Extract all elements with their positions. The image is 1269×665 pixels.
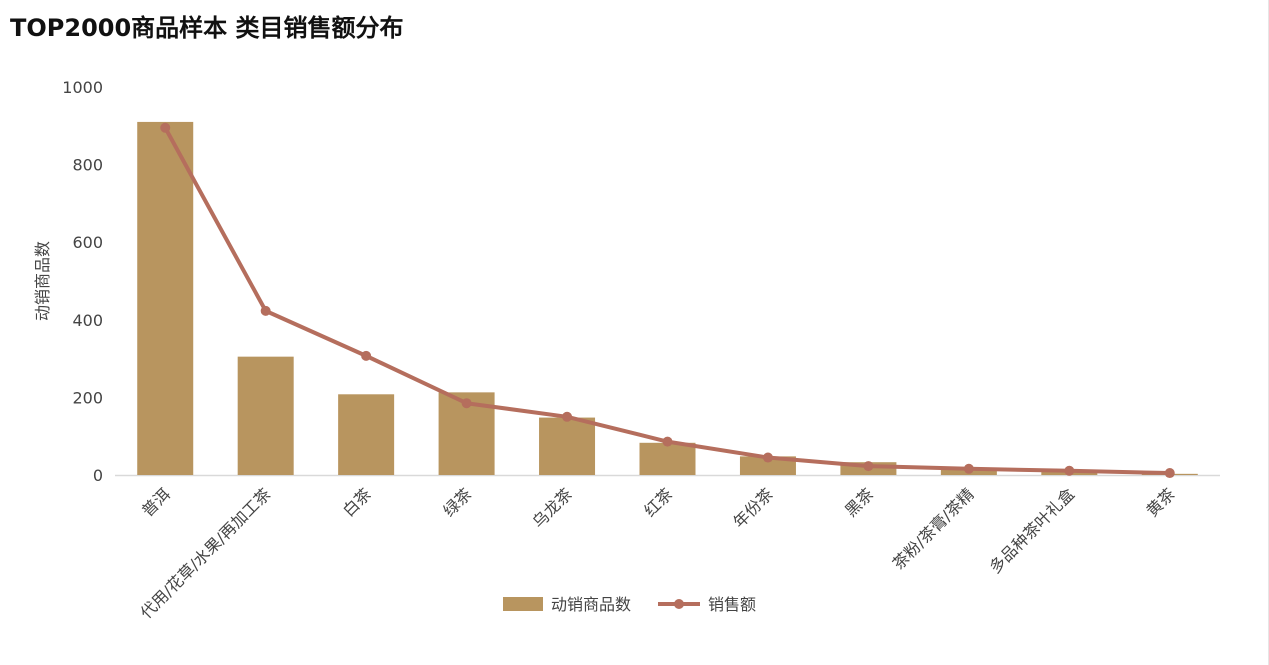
y-tick-label: 600 <box>72 233 103 252</box>
legend-bar-label: 动销商品数 <box>551 595 631 614</box>
x-category-label: 黑茶 <box>841 484 877 520</box>
x-category-label: 绿茶 <box>439 484 475 520</box>
y-tick-label: 400 <box>72 311 103 330</box>
y-tick-label: 800 <box>72 156 103 175</box>
x-category-label: 普洱 <box>138 484 174 520</box>
x-category-label: 茶粉/茶膏/茶精 <box>889 484 978 573</box>
line-point <box>260 305 271 316</box>
y-axis-title: 动销商品数 <box>33 241 52 321</box>
x-category-label: 多品种茶叶礼盒 <box>986 484 1079 577</box>
line-point <box>963 463 974 474</box>
bar <box>539 417 596 475</box>
bar-series <box>137 121 1198 476</box>
x-category-label: 红茶 <box>640 484 676 520</box>
line-point <box>1064 465 1075 476</box>
bar <box>338 394 395 475</box>
bar <box>237 356 294 475</box>
line-point <box>1164 468 1175 479</box>
y-tick-label: 200 <box>72 388 103 407</box>
x-category-label: 白茶 <box>339 484 375 520</box>
y-tick-label: 1000 <box>62 78 103 97</box>
y-axis-ticks: 0 200 400 600 800 1000 <box>62 78 103 485</box>
line-point <box>562 411 573 422</box>
y-tick-label: 0 <box>93 466 103 485</box>
x-category-label: 年份茶 <box>729 484 776 531</box>
bar <box>639 442 696 475</box>
sales-line <box>163 125 1172 476</box>
line-point <box>762 452 773 463</box>
legend-bar-swatch <box>503 597 543 611</box>
chart-title: TOP2000商品样本 类目销售额分布 <box>10 14 404 42</box>
line-point <box>461 398 472 409</box>
line-series <box>160 122 1175 479</box>
bar <box>739 456 796 475</box>
line-point <box>662 436 673 447</box>
legend-line-label: 销售额 <box>708 595 756 614</box>
legend-line-marker <box>674 599 684 609</box>
line-point <box>863 461 874 472</box>
legend: 动销商品数 销售额 <box>503 595 756 614</box>
line-point <box>160 122 171 133</box>
bar <box>137 121 194 476</box>
x-category-label: 黄茶 <box>1143 484 1179 520</box>
x-category-label: 乌龙茶 <box>528 484 575 531</box>
line-point <box>361 350 372 361</box>
